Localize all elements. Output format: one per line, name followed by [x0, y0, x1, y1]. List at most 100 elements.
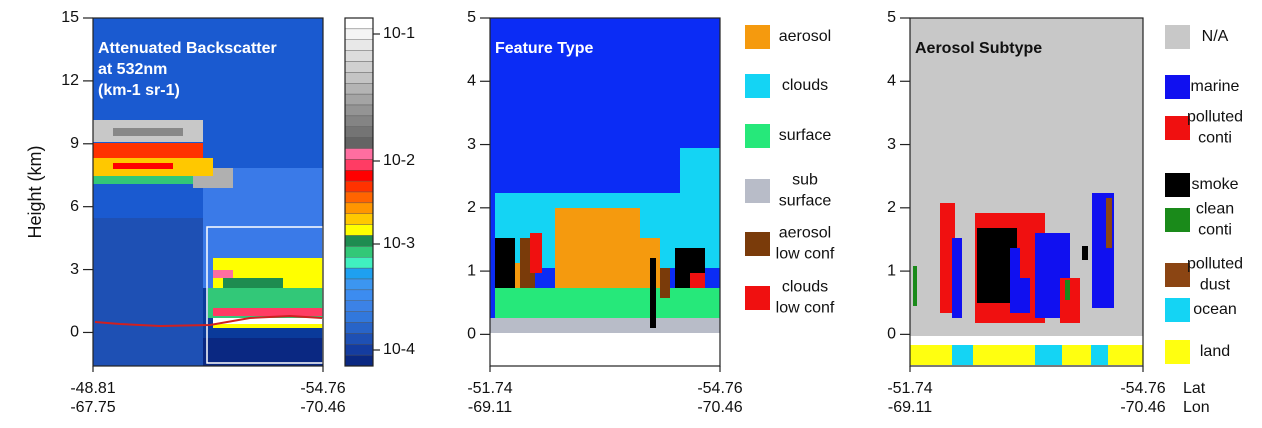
y-tick-label: 5 — [467, 9, 476, 26]
y-tick-label: 2 — [467, 199, 476, 216]
legend-swatch — [745, 74, 770, 98]
x-axis-label: Lat — [1183, 380, 1206, 397]
legend-label: clouds — [782, 77, 828, 94]
colorbar-step — [345, 268, 373, 279]
colorbar-step — [345, 149, 373, 160]
y-tick-label: 12 — [61, 72, 79, 89]
legend-label: conti — [1198, 222, 1232, 239]
colorbar-tick-label: 10-4 — [383, 341, 415, 358]
x2-tick-label: -69.11 — [468, 399, 512, 416]
y-tick-label: 9 — [70, 135, 79, 152]
colorbar-step — [345, 105, 373, 116]
legend-swatch — [745, 179, 770, 203]
raster-region — [223, 278, 283, 288]
x2-tick-label: -70.46 — [697, 399, 742, 416]
y-tick-label: 0 — [887, 326, 896, 343]
legend-label: sub — [792, 172, 818, 189]
figure: Height (km) 10-1 10-2 10-3 10-4 Lat Lon … — [0, 0, 1262, 428]
x-tick-label: -51.74 — [467, 380, 512, 397]
panel-title: at 532nm — [98, 61, 167, 78]
y-tick-label: 0 — [467, 326, 476, 343]
legend-swatch — [1165, 298, 1190, 322]
legend-swatch — [745, 124, 770, 148]
raster-region — [650, 258, 656, 328]
colorbar-step — [345, 62, 373, 73]
raster-region — [913, 266, 917, 306]
legend-label: N/A — [1202, 28, 1229, 45]
raster-region — [1035, 345, 1062, 365]
colorbar-tick-label: 10-3 — [383, 235, 415, 252]
raster-region — [490, 318, 720, 333]
colorbar-step — [345, 72, 373, 83]
panel-title: Aerosol Subtype — [915, 40, 1042, 57]
legend-label: aerosol — [779, 225, 831, 242]
legend-label: smoke — [1191, 176, 1238, 193]
raster-region — [113, 128, 183, 136]
colorbar-step — [345, 40, 373, 51]
raster-region — [910, 345, 1143, 365]
x-tick-label: -51.74 — [887, 380, 932, 397]
y-tick-label: 5 — [887, 9, 896, 26]
colorbar-step — [345, 257, 373, 268]
colorbar-step — [345, 51, 373, 62]
x2-tick-label: -67.75 — [70, 399, 115, 416]
legend-swatch — [1165, 25, 1190, 49]
colorbar-step — [345, 355, 373, 366]
legend-swatch — [1165, 340, 1190, 364]
legend-swatch — [1165, 173, 1190, 197]
y-tick-label: 2 — [887, 199, 896, 216]
colorbar-step — [345, 18, 373, 29]
raster-region — [213, 308, 323, 316]
legend-swatch — [745, 232, 770, 256]
raster-region — [93, 143, 203, 158]
legend-label: aerosol — [779, 28, 831, 45]
x2-tick-label: -70.46 — [300, 399, 345, 416]
legend-label: low conf — [776, 246, 835, 263]
x2-tick-label: -70.46 — [1120, 399, 1165, 416]
colorbar-step — [345, 181, 373, 192]
y-tick-label: 15 — [61, 9, 79, 26]
legend-label: clouds — [782, 279, 828, 296]
legend-label: polluted — [1187, 256, 1243, 273]
legend-label: ocean — [1193, 301, 1237, 318]
colorbar-tick-label: 10-1 — [383, 25, 415, 42]
y-tick-label: 0 — [70, 324, 79, 341]
x-tick-label: -54.76 — [300, 380, 345, 397]
colorbar-step — [345, 344, 373, 355]
x-tick-label: -54.76 — [697, 380, 742, 397]
colorbar-step — [345, 159, 373, 170]
legend-label: land — [1200, 343, 1230, 360]
colorbar-step — [345, 301, 373, 312]
legend-swatch — [745, 25, 770, 49]
raster-region — [660, 268, 670, 298]
raster-region — [530, 233, 542, 273]
colorbar-step — [345, 138, 373, 149]
raster-region — [113, 163, 173, 169]
panel-title: Attenuated Backscatter — [98, 40, 277, 57]
y-tick-label: 3 — [887, 136, 896, 153]
legend-label: low conf — [776, 300, 835, 317]
raster-region — [1082, 246, 1088, 260]
y-tick-label: 4 — [887, 72, 896, 89]
x2-tick-label: -69.11 — [888, 399, 932, 416]
raster-region — [490, 333, 720, 366]
legend-label: surface — [779, 127, 832, 144]
x-tick-label: -54.76 — [1120, 380, 1165, 397]
raster-region — [952, 345, 973, 365]
colorbar-step — [345, 312, 373, 323]
raster-region — [1091, 345, 1108, 365]
raster-region — [213, 270, 233, 278]
legend-label: marine — [1191, 78, 1240, 95]
legend-label: surface — [779, 193, 832, 210]
y-tick-label: 6 — [70, 198, 79, 215]
colorbar-step — [345, 333, 373, 344]
legend-label: clean — [1196, 201, 1234, 218]
x2-axis-label: Lon — [1183, 399, 1210, 416]
colorbar-step — [345, 279, 373, 290]
x-tick-label: -48.81 — [70, 380, 115, 397]
colorbar-step — [345, 170, 373, 181]
y-tick-label: 1 — [887, 262, 896, 279]
colorbar-step — [345, 116, 373, 127]
y-axis-label: Height (km) — [25, 145, 45, 238]
raster-region — [680, 148, 720, 208]
